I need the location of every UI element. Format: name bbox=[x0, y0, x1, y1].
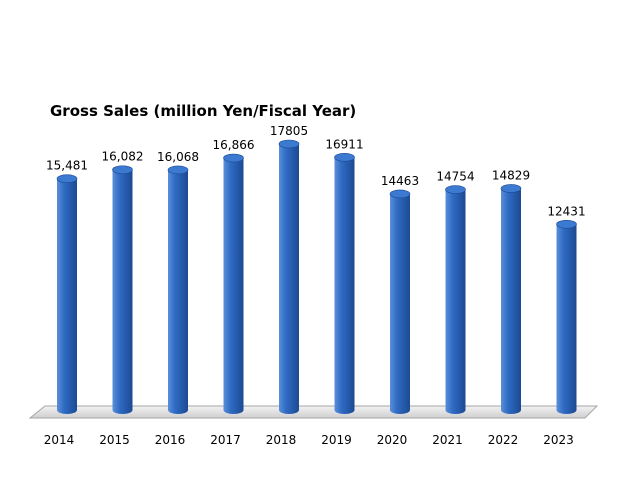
bar-body bbox=[445, 189, 466, 410]
bar-cap bbox=[112, 165, 133, 175]
bar-cap bbox=[389, 189, 411, 199]
data-label-2014: 15,481 bbox=[46, 159, 88, 173]
bar-2018 bbox=[278, 139, 300, 414]
x-tick-2022: 2022 bbox=[488, 433, 519, 447]
bar-cap bbox=[167, 165, 189, 175]
bar-2021 bbox=[445, 185, 466, 414]
bar-cap bbox=[334, 153, 355, 162]
chart-title: Gross Sales (million Yen/Fiscal Year) bbox=[50, 102, 356, 120]
data-label-2017: 16,866 bbox=[213, 138, 255, 152]
bar-base bbox=[334, 406, 355, 414]
data-label-2023: 12431 bbox=[547, 204, 585, 218]
bar-body bbox=[57, 178, 77, 410]
bar-body bbox=[112, 169, 133, 410]
bar-cap bbox=[445, 185, 466, 194]
bar-base bbox=[501, 406, 521, 414]
data-label-2015: 16,082 bbox=[102, 150, 144, 164]
x-tick-2016: 2016 bbox=[155, 433, 186, 447]
data-label-2021: 14754 bbox=[436, 170, 474, 184]
bar-body bbox=[279, 144, 299, 410]
data-label-2016: 16,068 bbox=[157, 150, 199, 164]
bar-2017 bbox=[223, 153, 244, 414]
bar-cap bbox=[556, 219, 577, 229]
bar-body bbox=[334, 157, 355, 410]
bar-base bbox=[556, 406, 577, 414]
data-labels-group: 15,481 16,082 16,068 16,866 17805 16911 14463 1… bbox=[46, 124, 586, 218]
x-tick-2017: 2017 bbox=[210, 433, 241, 447]
bar-2023 bbox=[556, 219, 577, 414]
x-axis-ticks: 2014 2015 2016 2017 2018 2019 2020 2021 2022 2023 bbox=[44, 433, 574, 447]
data-label-2022: 14829 bbox=[492, 168, 530, 182]
bar-body bbox=[390, 193, 410, 410]
x-tick-2021: 2021 bbox=[432, 433, 463, 447]
x-tick-2019: 2019 bbox=[321, 433, 352, 447]
bar-2022 bbox=[500, 184, 522, 414]
bar-base bbox=[390, 406, 410, 414]
bar-2016 bbox=[167, 165, 189, 414]
data-label-2020: 14463 bbox=[381, 174, 419, 188]
bar-base bbox=[223, 406, 244, 414]
bar-base bbox=[279, 406, 299, 414]
bar-cap bbox=[500, 184, 522, 193]
data-label-2019: 16911 bbox=[325, 137, 363, 151]
x-tick-2023: 2023 bbox=[543, 433, 574, 447]
bar-base bbox=[445, 406, 466, 414]
bar-body bbox=[501, 188, 521, 410]
bar-2015 bbox=[112, 165, 133, 414]
bar-body bbox=[556, 224, 577, 410]
bar-2014 bbox=[56, 174, 78, 414]
bar-cap bbox=[278, 139, 300, 149]
bar-2019 bbox=[334, 153, 355, 414]
x-tick-2020: 2020 bbox=[377, 433, 408, 447]
bar-cap bbox=[56, 174, 78, 184]
x-tick-2014: 2014 bbox=[44, 433, 75, 447]
data-label-2018: 17805 bbox=[270, 124, 308, 138]
bar-body bbox=[223, 158, 244, 410]
bar-cap bbox=[223, 153, 244, 163]
bar-base bbox=[112, 406, 133, 414]
bars-group bbox=[56, 139, 577, 414]
bar-2020 bbox=[389, 189, 411, 414]
x-tick-2018: 2018 bbox=[266, 433, 297, 447]
bar-base bbox=[57, 406, 77, 414]
bar-body bbox=[168, 169, 188, 410]
bar-base bbox=[168, 406, 188, 414]
x-tick-2015: 2015 bbox=[99, 433, 130, 447]
